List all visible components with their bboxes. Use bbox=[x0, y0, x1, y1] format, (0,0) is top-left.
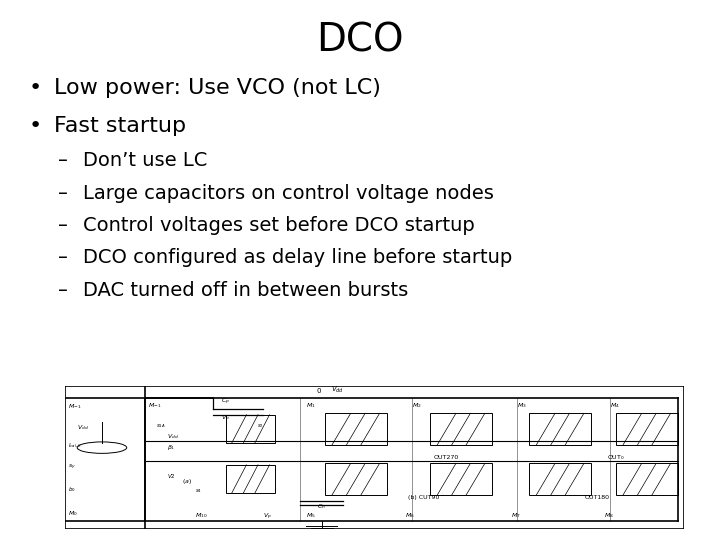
Text: OUT180: OUT180 bbox=[585, 495, 610, 500]
Bar bbox=[325, 413, 387, 445]
Text: $M_0$: $M_0$ bbox=[68, 509, 78, 518]
Bar bbox=[616, 463, 678, 495]
Text: $s_2$: $s_2$ bbox=[257, 422, 264, 430]
Text: Don’t use LC: Don’t use LC bbox=[83, 151, 207, 170]
Text: –: – bbox=[58, 151, 68, 170]
Text: $M_{-1}$: $M_{-1}$ bbox=[68, 402, 81, 411]
Text: $M_8$: $M_8$ bbox=[603, 511, 613, 520]
Text: Fast startup: Fast startup bbox=[54, 116, 186, 136]
Text: $s_{1A}$: $s_{1A}$ bbox=[156, 422, 166, 430]
Text: $b_0$: $b_0$ bbox=[68, 485, 76, 494]
Text: •: • bbox=[29, 78, 42, 98]
Text: $V2$: $V2$ bbox=[167, 472, 176, 480]
Text: $M_2$: $M_2$ bbox=[412, 401, 421, 410]
Text: DCO configured as delay line before startup: DCO configured as delay line before star… bbox=[83, 248, 512, 267]
Text: $s_4$: $s_4$ bbox=[195, 487, 202, 495]
Text: $C_n$: $C_n$ bbox=[318, 502, 326, 511]
Text: $C_p$: $C_p$ bbox=[221, 397, 230, 407]
Text: $V_p$: $V_p$ bbox=[221, 414, 230, 424]
Text: OUT$_0$: OUT$_0$ bbox=[606, 453, 624, 462]
Bar bbox=[616, 413, 678, 445]
Text: $\beta_1$: $\beta_1$ bbox=[167, 443, 176, 452]
Text: $M_4$: $M_4$ bbox=[610, 401, 620, 410]
Text: OUT270: OUT270 bbox=[433, 455, 459, 460]
Text: $V_p$: $V_p$ bbox=[263, 512, 271, 522]
Text: $0$: $0$ bbox=[316, 386, 322, 395]
Text: $I_{cal,C}$: $I_{cal,C}$ bbox=[68, 442, 82, 450]
Text: Large capacitors on control voltage nodes: Large capacitors on control voltage node… bbox=[83, 184, 494, 202]
Text: $V_{dd}$: $V_{dd}$ bbox=[77, 423, 89, 432]
Text: –: – bbox=[58, 281, 68, 300]
Text: –: – bbox=[58, 248, 68, 267]
Text: $V_{dd}$: $V_{dd}$ bbox=[331, 386, 344, 395]
Text: –: – bbox=[58, 184, 68, 202]
Text: $M_7$: $M_7$ bbox=[510, 511, 521, 520]
Bar bbox=[65, 386, 145, 529]
Text: Low power: Use VCO (not LC): Low power: Use VCO (not LC) bbox=[54, 78, 381, 98]
Text: $M_1$: $M_1$ bbox=[306, 401, 316, 410]
Bar bbox=[325, 463, 387, 495]
Bar bbox=[430, 413, 492, 445]
Bar bbox=[226, 465, 275, 494]
Bar bbox=[430, 463, 492, 495]
Text: •: • bbox=[29, 116, 42, 136]
Text: $V_{dd}$: $V_{dd}$ bbox=[167, 432, 179, 441]
Text: DAC turned off in between bursts: DAC turned off in between bursts bbox=[83, 281, 408, 300]
Text: $M_{-1}$: $M_{-1}$ bbox=[148, 401, 162, 410]
Text: (b) CUT90: (b) CUT90 bbox=[408, 495, 440, 500]
Text: $M_3$: $M_3$ bbox=[517, 401, 526, 410]
Text: DCO: DCO bbox=[316, 22, 404, 59]
Text: $M_6$: $M_6$ bbox=[405, 511, 415, 520]
Text: Control voltages set before DCO startup: Control voltages set before DCO startup bbox=[83, 216, 474, 235]
Bar bbox=[226, 415, 275, 443]
Text: $M_5$: $M_5$ bbox=[306, 511, 316, 520]
Text: –: – bbox=[58, 216, 68, 235]
Bar bbox=[529, 413, 591, 445]
Text: $s_y$: $s_y$ bbox=[68, 463, 76, 472]
Text: $(a)$: $(a)$ bbox=[182, 477, 192, 487]
Bar bbox=[529, 463, 591, 495]
Text: $M_{10}$: $M_{10}$ bbox=[195, 511, 207, 520]
